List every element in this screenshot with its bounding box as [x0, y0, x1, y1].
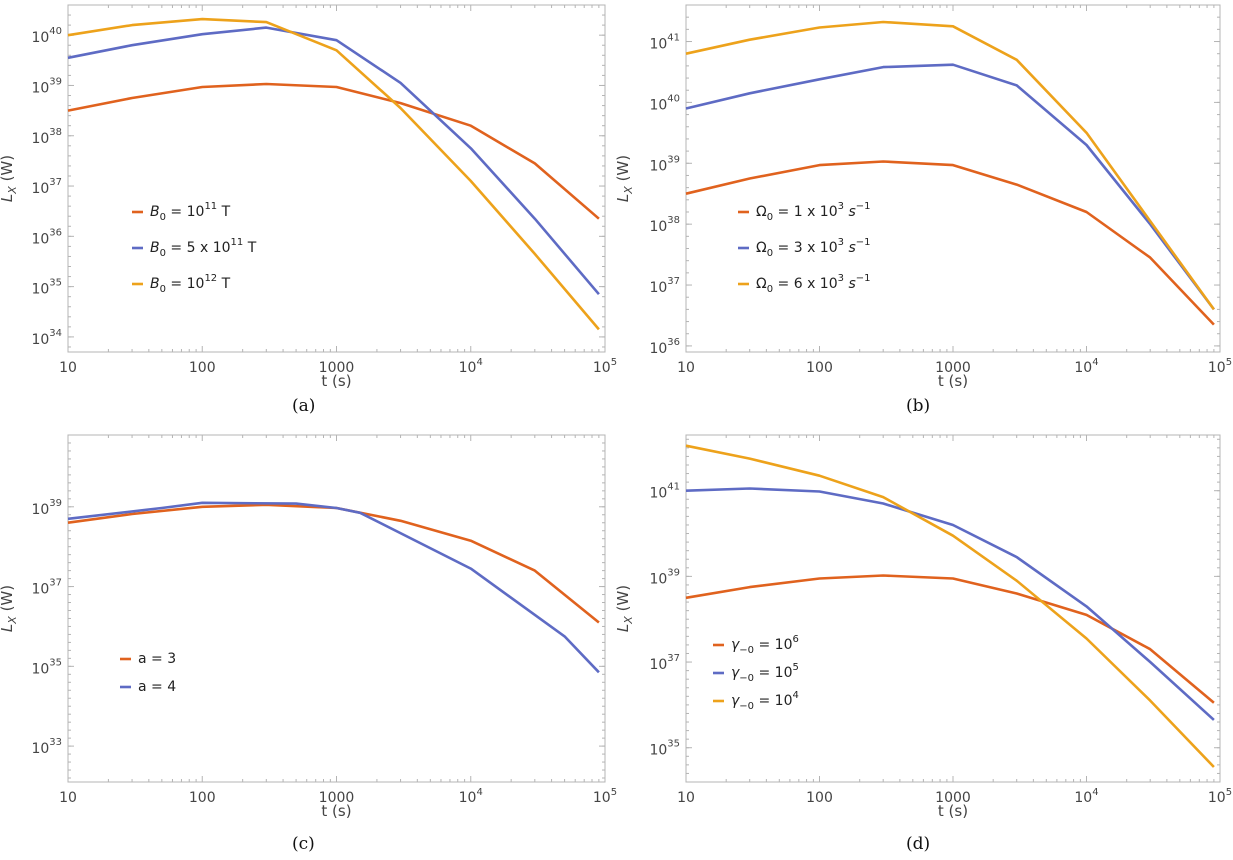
- plot-frame: [685, 434, 1221, 783]
- y-tick-label: 1040: [649, 93, 680, 113]
- y-tick-label: 1039: [31, 76, 62, 96]
- y-axis-label: LX (W): [0, 155, 19, 202]
- x-tick-label: 105: [1208, 787, 1232, 806]
- legend-label-3: B0 = 1012 T: [150, 273, 231, 295]
- chart-d: 10 100 1000 104 105 1035 1037 1039 1041 t (s) LX (…: [614, 434, 1232, 820]
- panel-b: 10 100 1000 104 105 1036 1037 1038 1039 1040 1041 t…: [614, 0, 1233, 430]
- y-tick-label: 1037: [649, 653, 680, 673]
- x-tick-label: 1000: [319, 360, 355, 376]
- legend-label-1: B0 = 1011 T: [150, 201, 231, 223]
- x-tick-label: 1000: [935, 790, 971, 806]
- y-tick-label: 1033: [31, 737, 62, 757]
- x-tick-label: 100: [806, 790, 833, 806]
- series-line-2: [685, 63, 1215, 311]
- x-tick-label: 10: [677, 360, 695, 376]
- x-axis-label: t (s): [938, 802, 968, 820]
- caption-d: (d): [906, 834, 931, 854]
- x-tick-label: 10: [59, 790, 77, 806]
- y-tick-label: 1034: [31, 328, 62, 348]
- legend-label-1: γ−0 = 106: [731, 634, 799, 656]
- series-line-3: [67, 17, 600, 331]
- series-line-2: [685, 487, 1215, 721]
- series-line-1: [685, 160, 1215, 326]
- x-tick-label: 100: [189, 790, 216, 806]
- x-tick-label: 100: [189, 360, 216, 376]
- x-tick-label: 10: [59, 360, 77, 376]
- plot-frame: [685, 4, 1221, 353]
- legend-label-2: Ω0 = 3 x 103 s−1: [756, 237, 871, 259]
- caption-b: (b): [906, 396, 931, 416]
- y-tick-label: 1036: [31, 227, 62, 247]
- x-tick-label: 104: [1074, 787, 1098, 806]
- caption-c: (c): [292, 834, 315, 854]
- x-tick-label: 10: [677, 790, 695, 806]
- series-line-3: [685, 20, 1215, 311]
- legend-label-3: γ−0 = 104: [731, 690, 799, 712]
- x-tick-label: 104: [459, 787, 483, 806]
- series-line-2: [67, 26, 600, 296]
- x-tick-label: 104: [459, 357, 483, 376]
- legend-label-2: γ−0 = 105: [731, 662, 799, 684]
- x-tick-label: 100: [806, 360, 833, 376]
- y-tick-label: 1040: [31, 26, 62, 46]
- series-line-3: [685, 444, 1215, 768]
- plot-frame: [67, 4, 606, 353]
- caption-a: (a): [292, 396, 316, 416]
- y-tick-label: 1035: [31, 657, 62, 677]
- legend-label-1: a = 3: [138, 651, 176, 667]
- series-line-2: [67, 501, 600, 674]
- x-tick-label: 105: [593, 787, 617, 806]
- y-tick-label: 1038: [649, 215, 680, 235]
- y-tick-label: 1037: [31, 177, 62, 197]
- legend-label-2: a = 4: [138, 679, 176, 695]
- chart-c: 10 100 1000 104 105 1033 1035 1037 1039 t (s) LX (…: [0, 434, 617, 820]
- y-tick-label: 1041: [649, 482, 680, 502]
- x-axis-label: t (s): [938, 372, 968, 390]
- y-tick-label: 1041: [649, 33, 680, 53]
- panel-c: 10 100 1000 104 105 1033 1035 1037 1039 t (s) LX (…: [0, 430, 617, 860]
- y-tick-label: 1039: [31, 498, 62, 518]
- y-axis-label: LX (W): [0, 585, 19, 632]
- legend-label-3: Ω0 = 6 x 103 s−1: [756, 273, 871, 295]
- y-tick-label: 1035: [31, 278, 62, 298]
- series-line-1: [67, 82, 600, 220]
- series-line-1: [685, 574, 1215, 704]
- y-tick-label: 1036: [649, 337, 680, 357]
- y-tick-label: 1038: [31, 127, 62, 147]
- y-axis-label: LX (W): [614, 155, 635, 202]
- y-tick-label: 1035: [649, 739, 680, 759]
- x-axis-label: t (s): [321, 802, 351, 820]
- y-tick-label: 1039: [649, 567, 680, 587]
- x-tick-label: 1000: [935, 360, 971, 376]
- x-tick-label: 105: [1208, 357, 1232, 376]
- legend-label-1: Ω0 = 1 x 103 s−1: [756, 201, 871, 223]
- x-axis-label: t (s): [321, 372, 351, 390]
- y-tick-label: 1039: [649, 154, 680, 174]
- x-tick-label: 105: [593, 357, 617, 376]
- y-tick-label: 1037: [31, 578, 62, 598]
- chart-b: 10 100 1000 104 105 1036 1037 1038 1039 1040 1041 t…: [614, 4, 1232, 390]
- panel-d: 10 100 1000 104 105 1035 1037 1039 1041 t (s) LX (…: [614, 430, 1233, 860]
- panel-a: 10 100 1000 104 105 1034 1035 1036 1037 1038 1039 1…: [0, 0, 617, 430]
- x-tick-label: 104: [1074, 357, 1098, 376]
- y-tick-label: 1037: [649, 276, 680, 296]
- x-tick-label: 1000: [319, 790, 355, 806]
- chart-a: 10 100 1000 104 105 1034 1035 1036 1037 1038 1039 1…: [0, 4, 617, 390]
- legend-label-2: B0 = 5 x 1011 T: [150, 237, 257, 259]
- y-axis-label: LX (W): [614, 585, 635, 632]
